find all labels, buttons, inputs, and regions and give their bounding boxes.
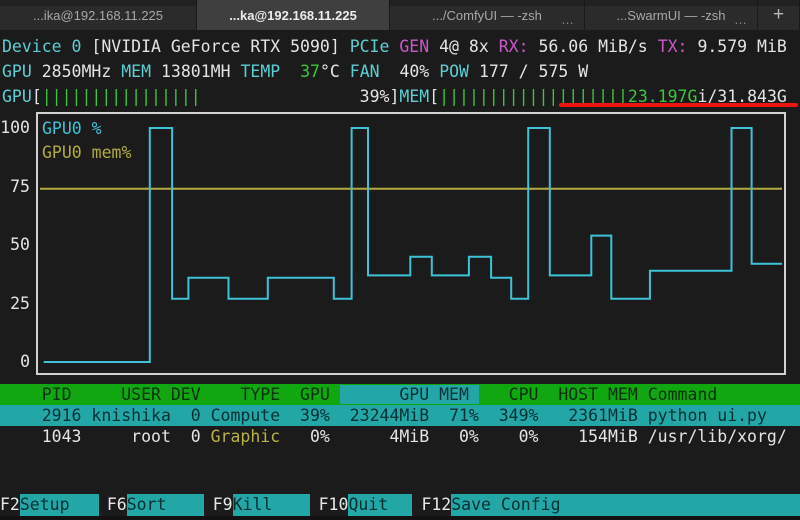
function-key-bar: F2 Setup F6 Sort F9 Kill F10 Quit F12 Save Config bbox=[0, 494, 800, 516]
fkey-f12[interactable]: F12 bbox=[421, 495, 452, 514]
text-segment: [ bbox=[31, 87, 42, 106]
device-info-line: Device 0 [NVIDIA GeForce RTX 5090] PCIe … bbox=[2, 34, 787, 59]
text-segment: ||||||||||||||||||| bbox=[439, 87, 628, 106]
gpu-usage-chart: GPU0 % GPU0 mem% bbox=[36, 112, 786, 375]
nvtop-terminal: Device 0 [NVIDIA GeForce RTX 5090] PCIe … bbox=[0, 30, 800, 520]
text-segment: MEM bbox=[399, 87, 430, 106]
fkey-f10[interactable]: F10 bbox=[318, 495, 349, 514]
text-segment: CPU HOST MEM Command bbox=[478, 385, 797, 404]
text-segment: MEM bbox=[121, 62, 161, 81]
text-segment: GEN bbox=[399, 37, 440, 56]
fkey-f2[interactable]: F2 bbox=[0, 495, 20, 514]
red-underline-annotation bbox=[559, 103, 798, 107]
process-row-1043[interactable]: 1043 root 0 Graphic 0% 4MiB 0% 0% 154MiB… bbox=[0, 426, 800, 447]
fkey-action-sort[interactable]: Sort bbox=[126, 494, 204, 516]
text-segment: 13801MH bbox=[160, 62, 241, 81]
text-segment: 56.06 MiB/s bbox=[538, 37, 658, 56]
gpu0--line bbox=[43, 127, 782, 363]
text-segment: GPU bbox=[2, 62, 42, 81]
text-segment: [ bbox=[429, 87, 440, 106]
text-segment: PID USER DEV TYPE GPU bbox=[2, 385, 340, 404]
fkey-f9[interactable]: F9 bbox=[212, 495, 233, 514]
new-tab-button[interactable]: + bbox=[758, 0, 800, 30]
tab-activity-indicator: … bbox=[734, 12, 748, 27]
text-segment: GPU MEM bbox=[339, 385, 479, 404]
fkey-action-setup[interactable]: Setup bbox=[19, 494, 99, 516]
process-row-2916[interactable]: 2916 knishika 0 Compute 39% 23244MiB 71%… bbox=[0, 405, 800, 426]
terminal-tab-2[interactable]: ...ka@192.168.11.225 bbox=[197, 0, 390, 30]
tab-title: ...ka@192.168.11.225 bbox=[229, 7, 357, 23]
y-axis-tick-label: 25 bbox=[10, 293, 30, 313]
text-segment: i/31.843G bbox=[697, 87, 787, 106]
text-segment: TX: bbox=[657, 37, 698, 56]
text-segment: PCIe bbox=[349, 37, 400, 56]
terminal-tab-4[interactable]: ...SwarmUI — -zsh … bbox=[585, 0, 758, 30]
window-bottom-edge bbox=[0, 516, 800, 520]
process-cell: 2916 knishika 0 bbox=[2, 406, 211, 425]
text-segment: RX: bbox=[498, 37, 539, 56]
terminal-tab-3[interactable]: .../ComfyUI — -zsh … bbox=[390, 0, 585, 30]
text-segment: 2850MHz bbox=[41, 62, 122, 81]
text-segment: |||||||||||||||| bbox=[41, 87, 201, 106]
text-segment: POW bbox=[439, 62, 479, 81]
fkey-action-save-config[interactable]: Save Config bbox=[451, 494, 800, 516]
text-segment: 23.197G bbox=[627, 87, 698, 106]
gpu-stats-line: GPU 2850MHz MEM 13801MH TEMP 37°C FAN 40… bbox=[2, 59, 588, 84]
legend-entry: GPU0 mem% bbox=[42, 143, 132, 162]
y-axis-tick-label: 75 bbox=[10, 176, 30, 196]
y-axis-tick-label: 100 bbox=[0, 118, 30, 137]
chart-canvas bbox=[40, 127, 782, 363]
text-segment: 9.579 MiB bbox=[697, 37, 787, 56]
text-segment: 4@ 8x bbox=[439, 37, 499, 56]
process-cell: 1043 root 0 bbox=[2, 427, 211, 446]
tab-title: .../ComfyUI — -zsh bbox=[432, 7, 542, 23]
process-cell: 0% 4MiB 0% 0% 154MiB /usr/lib/xorg/ bbox=[280, 427, 797, 446]
text-segment: 39%] bbox=[200, 87, 400, 106]
text-segment: 37 bbox=[300, 62, 320, 81]
chart-legend: GPU0 % GPU0 mem% bbox=[42, 117, 131, 165]
tab-bar: ...ika@192.168.11.225 ...ka@192.168.11.22… bbox=[0, 0, 800, 30]
process-table-header: PID USER DEV TYPE GPU GPU MEM CPU HOST M… bbox=[0, 384, 800, 405]
text-segment: TEMP bbox=[240, 62, 301, 81]
text-segment: Device 0 bbox=[2, 37, 92, 56]
legend-entry: GPU0 % bbox=[42, 119, 102, 138]
y-axis-tick-label: 50 bbox=[10, 235, 30, 254]
fkey-action-quit[interactable]: Quit bbox=[348, 494, 413, 516]
tab-activity-indicator: … bbox=[561, 12, 575, 27]
process-cell: Graphic bbox=[210, 427, 281, 446]
fkey-f6[interactable]: F6 bbox=[106, 495, 127, 514]
process-cell: Compute bbox=[210, 406, 281, 425]
text-segment: 177 / 575 W bbox=[478, 62, 589, 81]
tab-title: ...SwarmUI — -zsh bbox=[616, 7, 726, 23]
text-segment: [NVIDIA GeForce RTX 5090] bbox=[91, 37, 350, 56]
y-axis-tick-label: 0 bbox=[20, 352, 30, 371]
terminal-tab-1[interactable]: ...ika@192.168.11.225 bbox=[0, 0, 197, 30]
text-segment: GPU bbox=[2, 87, 32, 106]
text-segment: °C bbox=[319, 62, 350, 81]
process-cell: 39% 23244MiB 71% 349% 2361MiB python ui.… bbox=[280, 406, 797, 425]
gpu-mem-gauge-line: GPU[|||||||||||||||| 39%]MEM[|||||||||||… bbox=[2, 84, 787, 109]
tab-title: ...ika@192.168.11.225 bbox=[32, 7, 164, 23]
fkey-action-kill[interactable]: Kill bbox=[232, 494, 310, 516]
text-segment: FAN bbox=[349, 62, 400, 81]
text-segment: 40% bbox=[399, 62, 440, 81]
